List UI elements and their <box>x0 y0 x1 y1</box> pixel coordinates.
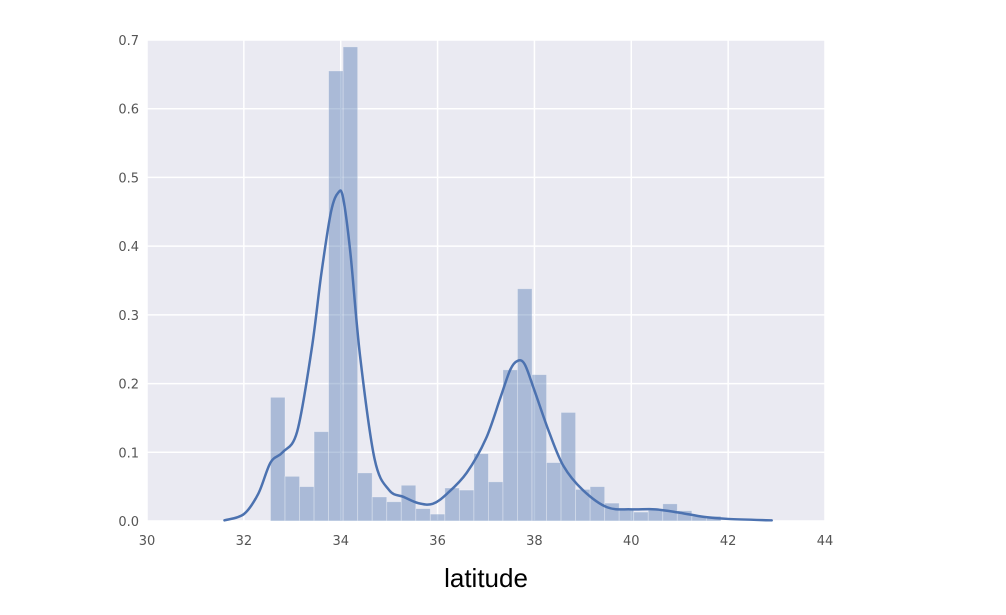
y-tick-label: 0.7 <box>118 34 139 49</box>
histogram-bar <box>270 396 286 522</box>
x-tick-labels: 30 32 34 36 38 40 42 44 <box>139 534 834 549</box>
histogram-bar <box>546 462 562 522</box>
histogram-bar <box>458 489 475 522</box>
x-tick-label: 44 <box>817 534 834 549</box>
histogram-bar <box>284 475 300 522</box>
x-axis-label: latitude <box>444 563 528 593</box>
histogram-bar <box>342 46 359 522</box>
histogram-bar <box>357 472 373 522</box>
y-tick-label: 0.4 <box>118 240 139 255</box>
x-tick-label: 38 <box>526 534 543 549</box>
y-tick-label: 0.0 <box>118 515 139 530</box>
histogram-bar <box>531 374 547 522</box>
y-tick-label: 0.3 <box>118 309 139 324</box>
histogram-bar <box>386 501 402 522</box>
histogram-bar <box>589 486 606 522</box>
x-tick-label: 36 <box>429 534 446 549</box>
histogram-bar <box>328 70 344 522</box>
histogram-bar <box>560 412 576 522</box>
histogram-bars <box>270 46 722 522</box>
y-tick-label: 0.2 <box>118 378 139 393</box>
histogram-bar <box>502 369 518 522</box>
histogram-bar <box>400 484 417 522</box>
histogram-bar <box>429 513 446 522</box>
x-tick-label: 34 <box>332 534 349 549</box>
grid-lines <box>146 39 826 522</box>
y-tick-label: 0.6 <box>118 103 139 118</box>
histogram-bar <box>313 431 330 522</box>
histogram-bar <box>488 481 504 522</box>
x-tick-label: 32 <box>236 534 253 549</box>
x-tick-label: 42 <box>720 534 737 549</box>
y-tick-label: 0.1 <box>118 446 139 461</box>
y-tick-labels: 0.0 0.1 0.2 0.3 0.4 0.5 0.6 0.7 <box>118 34 139 530</box>
plot-background <box>147 40 825 521</box>
histogram-bar <box>371 496 388 522</box>
histogram-bar <box>299 486 315 522</box>
histogram-bar <box>415 508 431 522</box>
kde-density-line <box>223 189 773 522</box>
histogram-bar <box>647 509 664 522</box>
x-tick-label: 40 <box>623 534 640 549</box>
histogram-bar <box>633 511 649 522</box>
y-tick-label: 0.5 <box>118 171 139 186</box>
x-tick-label: 30 <box>139 534 156 549</box>
histogram-bar <box>517 288 533 522</box>
histogram-bar <box>473 453 489 522</box>
